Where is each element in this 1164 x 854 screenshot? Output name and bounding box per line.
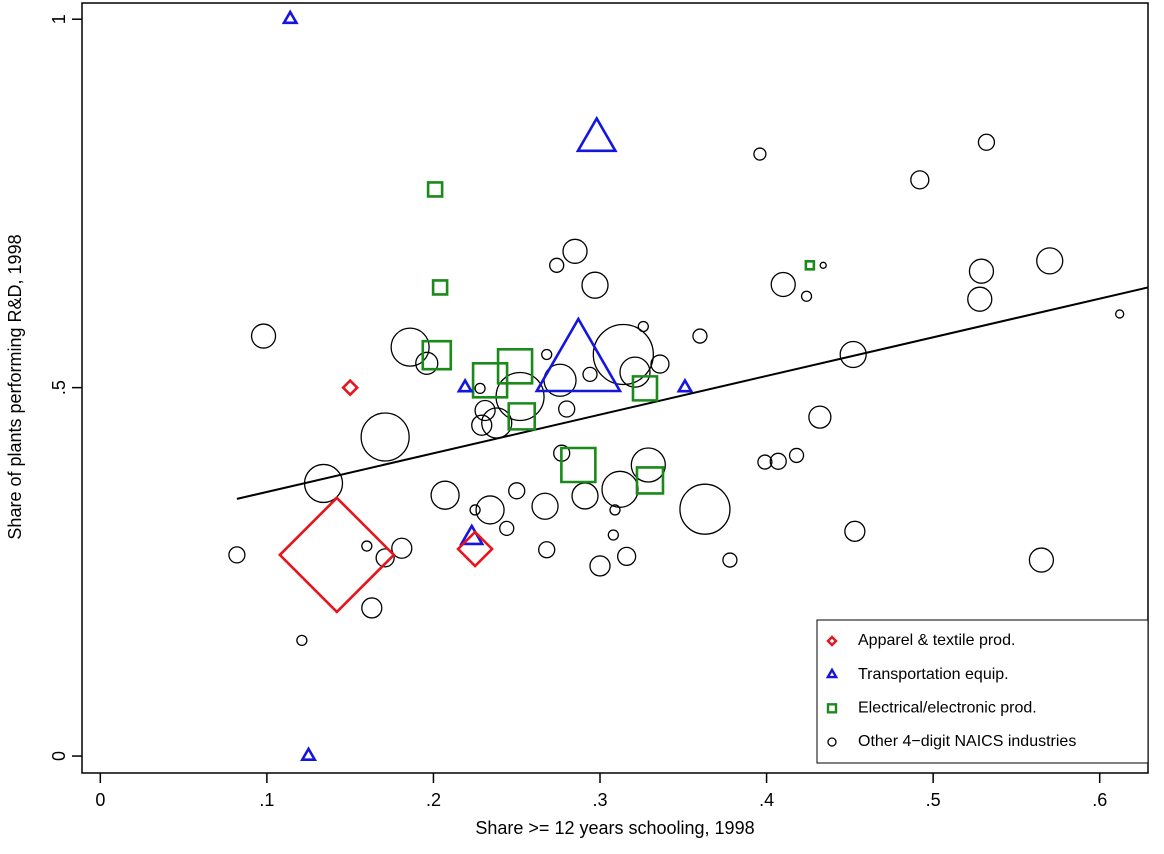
point <box>281 9 299 25</box>
point <box>788 447 805 464</box>
point <box>303 463 344 504</box>
point <box>679 483 731 535</box>
point <box>753 147 767 161</box>
point <box>375 548 395 568</box>
legend-label: Apparel & textile prod. <box>858 632 1015 649</box>
legend-marker <box>826 703 838 714</box>
point <box>692 328 708 344</box>
point <box>361 540 373 552</box>
point <box>496 347 534 385</box>
y-tick-label: 1 <box>49 14 69 24</box>
point <box>1036 247 1064 275</box>
point <box>560 446 597 484</box>
point <box>617 546 637 567</box>
point <box>456 377 474 393</box>
point <box>562 238 588 264</box>
point <box>839 340 867 369</box>
legend-marker <box>827 737 837 747</box>
point <box>361 597 383 619</box>
point <box>592 323 654 386</box>
y-tick-label: .5 <box>49 380 69 395</box>
point <box>631 375 659 402</box>
point <box>800 290 813 302</box>
point <box>538 541 556 559</box>
point <box>619 356 651 388</box>
point <box>426 181 444 198</box>
point <box>819 261 827 269</box>
point <box>609 504 621 516</box>
point <box>808 405 832 429</box>
legend-label: Electrical/electronic prod. <box>858 700 1037 717</box>
point <box>341 378 360 397</box>
point <box>637 320 649 333</box>
x-tick-label: .6 <box>1092 790 1107 810</box>
point <box>968 258 995 284</box>
fit-line <box>236 286 1149 500</box>
y-axis-title: Share of plants performing R&D, 1998 <box>5 234 25 539</box>
point <box>390 327 430 367</box>
point <box>582 366 598 383</box>
point <box>1028 547 1055 573</box>
point <box>278 496 396 614</box>
legend-marker <box>826 635 838 647</box>
point <box>770 271 796 298</box>
point <box>228 546 246 564</box>
point <box>558 400 576 418</box>
point <box>676 377 694 393</box>
point <box>508 482 526 500</box>
point <box>844 520 866 542</box>
point <box>296 634 308 647</box>
point <box>360 412 410 462</box>
point <box>650 354 670 374</box>
point <box>541 348 553 361</box>
x-tick-label: .4 <box>759 790 774 810</box>
point <box>430 480 460 510</box>
x-tick-label: .1 <box>259 790 274 810</box>
x-axis-title: Share >= 12 years schooling, 1998 <box>475 818 754 838</box>
point <box>804 260 816 271</box>
point <box>967 286 993 312</box>
point <box>471 361 509 399</box>
point <box>1115 309 1125 319</box>
point <box>421 339 453 371</box>
x-tick-label: .2 <box>426 790 441 810</box>
point <box>581 271 609 299</box>
point <box>300 746 318 761</box>
point <box>635 466 665 495</box>
point <box>630 447 666 483</box>
point <box>575 115 618 153</box>
legend-marker <box>825 667 839 679</box>
point <box>589 555 611 577</box>
point <box>722 552 738 568</box>
point <box>471 414 493 436</box>
point <box>531 492 559 520</box>
point <box>499 520 515 537</box>
point <box>534 316 623 393</box>
point <box>977 133 996 151</box>
legend-box <box>816 619 1149 764</box>
point <box>910 170 930 190</box>
y-tick-label: 0 <box>49 751 69 761</box>
point <box>549 257 565 273</box>
point <box>415 351 439 375</box>
point <box>757 454 773 470</box>
point <box>431 279 449 296</box>
point <box>474 399 496 422</box>
legend-label: Transportation equip. <box>858 666 1009 683</box>
point <box>475 495 505 525</box>
legend-label: Other 4−digit NAICS industries <box>858 733 1076 750</box>
x-tick-label: .3 <box>593 790 608 810</box>
point <box>769 452 787 470</box>
x-tick-label: .5 <box>926 790 941 810</box>
x-tick-label: 0 <box>95 790 105 810</box>
point <box>474 382 486 395</box>
point <box>481 407 513 439</box>
point <box>507 402 537 431</box>
point <box>250 323 277 349</box>
point <box>456 530 494 568</box>
point <box>469 504 481 516</box>
point <box>607 529 619 541</box>
point <box>391 537 413 559</box>
